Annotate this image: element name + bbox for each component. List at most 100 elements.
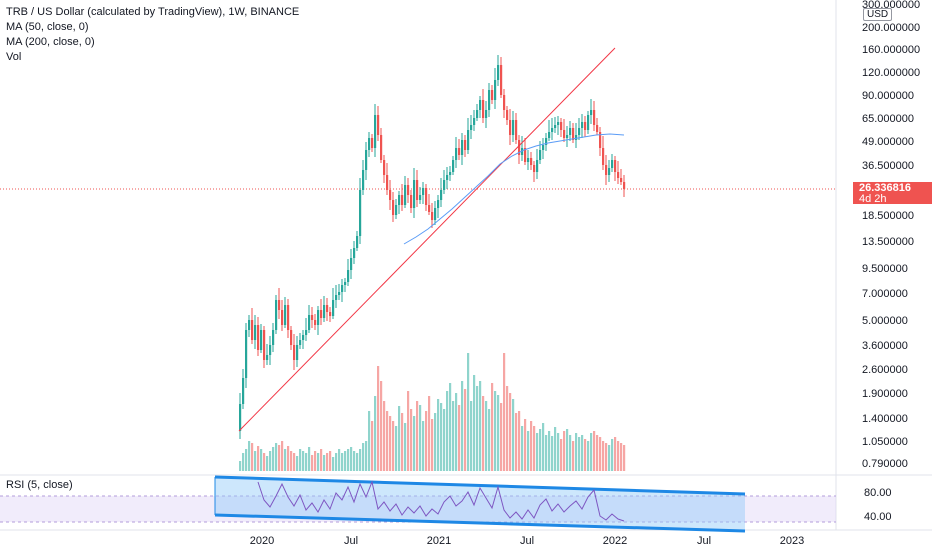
volume-bar [395, 426, 398, 471]
candle-body [260, 330, 263, 350]
volume-bar [374, 396, 377, 471]
candle-body [434, 208, 437, 220]
candle-body [293, 345, 296, 360]
rsi-tick-label: 40.00 [864, 511, 892, 523]
volume-bar [404, 423, 407, 471]
volume-bar [353, 451, 356, 471]
volume-bar [470, 401, 473, 471]
volume-bar [392, 421, 395, 471]
candle-body [245, 330, 248, 378]
candle-body [500, 65, 503, 95]
candle-body [587, 115, 590, 130]
volume-bar [383, 401, 386, 471]
volume-bar [542, 423, 545, 471]
candle-body [512, 120, 515, 135]
volume-bar [293, 453, 296, 471]
candle-body [581, 122, 584, 128]
candle-body [557, 122, 560, 125]
volume-bar [596, 435, 599, 471]
volume-bar [311, 455, 314, 471]
price-tick-label: 7.000000 [862, 288, 908, 300]
price-tick-label: 1.050000 [862, 436, 908, 448]
volume-bar [323, 455, 326, 471]
rsi-label[interactable]: RSI (5, close) [6, 479, 73, 491]
volume-bar [521, 426, 524, 471]
candle-body [560, 122, 563, 130]
volume-bar [503, 353, 506, 471]
volume-bar [605, 443, 608, 471]
volume-bar [533, 426, 536, 471]
volume-bar [548, 431, 551, 471]
volume-bar [308, 447, 311, 471]
candle-body [623, 182, 626, 189]
volume-label[interactable]: Vol [6, 51, 22, 63]
volume-bar [350, 447, 353, 471]
candlestick-series [239, 55, 626, 439]
volume-bar [410, 409, 413, 471]
volume-bar [572, 441, 575, 471]
volume-bar [419, 405, 422, 471]
volume-bar [560, 439, 563, 471]
volume-bar [566, 429, 569, 471]
volume-bar [287, 446, 290, 471]
volume-bar [488, 409, 491, 471]
volume-bar [527, 431, 530, 471]
volume-bar [557, 433, 560, 471]
price-tick-label: 18.500000 [862, 210, 914, 222]
candle-body [275, 300, 278, 330]
candle-body [380, 135, 383, 160]
candle-body [539, 150, 542, 160]
candle-body [395, 205, 398, 215]
volume-bar [416, 401, 419, 471]
rsi-axis[interactable]: 80.00 40.00 [864, 487, 892, 523]
candle-body [554, 125, 557, 128]
candle-body [320, 310, 323, 318]
chart-legend: TRB / US Dollar (calculated by TradingVi… [6, 5, 299, 65]
volume-bar [518, 411, 521, 471]
price-tick-label: 1.400000 [862, 413, 908, 425]
volume-bar [260, 449, 263, 471]
symbol-title[interactable]: TRB / US Dollar (calculated by TradingVi… [6, 6, 300, 18]
price-axis[interactable]: 300.000000 200.000000 160.000000 120.000000… [862, 0, 920, 470]
volume-bar [608, 445, 611, 471]
volume-bar [446, 391, 449, 471]
rsi-channel-top[interactable] [214, 475, 746, 496]
volume-bar [443, 409, 446, 471]
candle-body [368, 138, 371, 150]
candle-body [272, 330, 275, 345]
volume-bar [242, 453, 245, 471]
volume-bar [524, 419, 527, 471]
rsi-channel-bottom[interactable] [214, 513, 746, 533]
time-tick-label: Jul [697, 535, 711, 547]
time-axis[interactable]: 2020 Jul 2021 Jul 2022 Jul 2023 [250, 535, 804, 547]
candle-body [620, 178, 623, 182]
candle-body [437, 200, 440, 208]
volume-bar [452, 401, 455, 471]
volume-bar [509, 393, 512, 471]
ma50-label[interactable]: MA (50, close, 0) [6, 21, 89, 33]
rsi-tick-label: 80.00 [864, 487, 892, 499]
volume-bar [239, 461, 242, 471]
volume-bar [554, 427, 557, 471]
candle-body [605, 165, 608, 175]
candle-body [251, 320, 254, 340]
volume-bar [482, 396, 485, 471]
volume-bar [593, 431, 596, 471]
volume-bar [617, 441, 620, 471]
candle-body [545, 138, 548, 145]
candle-body [530, 158, 533, 165]
volume-bar [347, 449, 350, 471]
volume-bar [473, 375, 476, 471]
candle-body [494, 80, 497, 100]
candle-body [257, 325, 260, 350]
volume-bar [458, 405, 461, 471]
trend-line[interactable] [238, 47, 616, 432]
volume-bar [497, 395, 500, 471]
volume-bar [536, 433, 539, 471]
ma200-label[interactable]: MA (200, close, 0) [6, 36, 95, 48]
rsi-line [257, 480, 625, 522]
currency-badge[interactable]: USD [863, 8, 893, 21]
candle-body [563, 130, 566, 138]
volume-bar [575, 433, 578, 471]
